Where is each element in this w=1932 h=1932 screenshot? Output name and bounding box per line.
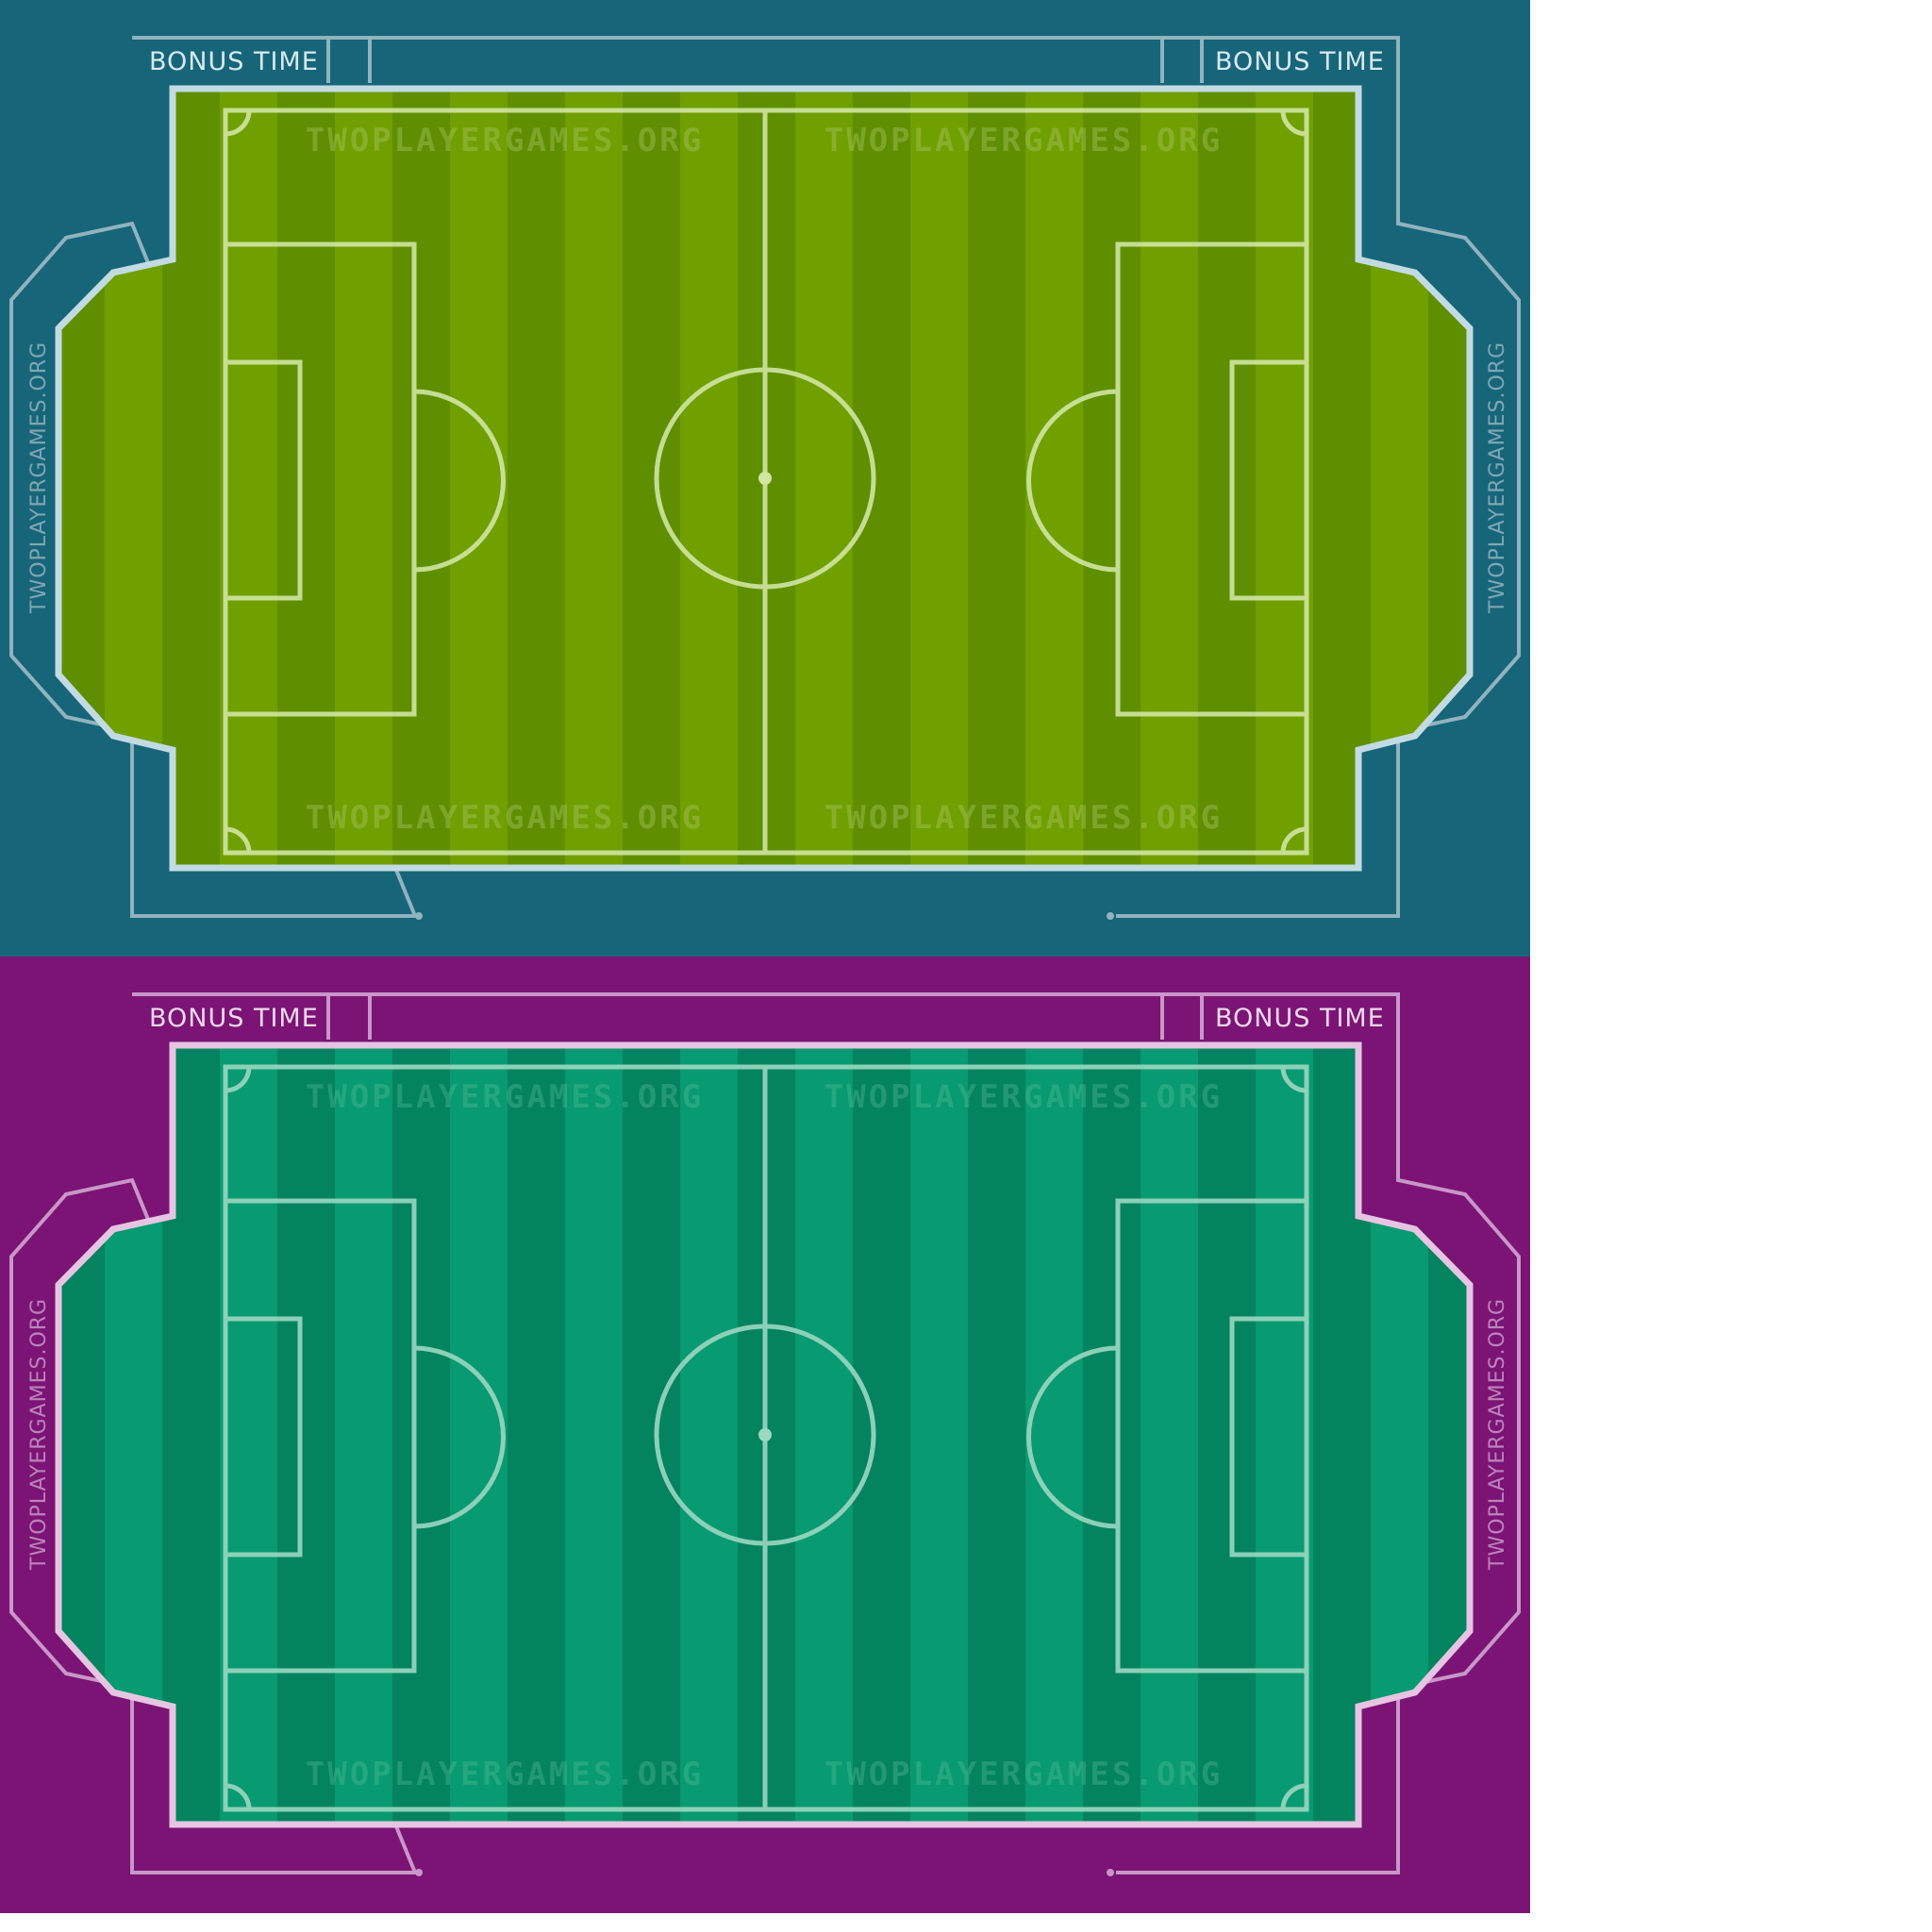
field-board-top-svg: BONUS TIME BONUS TIME TWOPLAYERGAMES.ORG… xyxy=(0,0,1530,957)
goal-area-left xyxy=(223,1316,303,1557)
frame-dot-right xyxy=(1107,912,1114,920)
turf-stripe xyxy=(1083,1045,1141,1824)
turf-stripe xyxy=(910,1045,969,1824)
turf-stripe xyxy=(450,1045,508,1824)
turf-stripe xyxy=(277,1045,336,1824)
frame-dot-left xyxy=(415,1869,423,1876)
frame-dot-right xyxy=(1107,1869,1114,1876)
field-watermark-bottom-right: TWOPLAYERGAMES.ORG xyxy=(824,1756,1223,1793)
pitch-markings xyxy=(223,108,1309,856)
turf-stripe xyxy=(392,89,451,868)
turf-stripe xyxy=(1198,89,1257,868)
center-spot xyxy=(758,472,772,485)
goal-area-left xyxy=(223,359,303,601)
turf-stripe xyxy=(1141,89,1199,868)
turf-stripe xyxy=(795,89,854,868)
bonus-time-left-label: BONUS TIME xyxy=(149,1004,319,1033)
side-watermark-right: TWOPLAYERGAMES.ORG xyxy=(1486,1298,1509,1571)
turf-stripe xyxy=(335,1045,393,1824)
field-rim xyxy=(55,1041,1474,1828)
turf-stripe xyxy=(220,89,278,868)
side-watermark-left: TWOPLAYERGAMES.ORG xyxy=(27,1298,51,1571)
penalty-arc-left xyxy=(413,1345,506,1529)
turf-stripe xyxy=(968,1045,1026,1824)
turf-stripe xyxy=(853,89,911,868)
turf-stripe xyxy=(1025,1045,1084,1824)
turf-stripe xyxy=(565,1045,624,1824)
bonus-time-right-label: BONUS TIME xyxy=(1215,47,1385,76)
turf-stripe xyxy=(680,89,739,868)
turf-stripe xyxy=(968,89,1026,868)
corner-arc-top-right xyxy=(1280,1066,1307,1093)
turf-stripe xyxy=(392,1045,451,1824)
turf-stripe xyxy=(1025,89,1084,868)
turf-stripe xyxy=(1083,89,1141,868)
turf-stripe xyxy=(910,89,969,868)
frame-dot-left xyxy=(415,912,423,920)
turf-stripe xyxy=(508,1045,566,1824)
turf-stripe xyxy=(335,89,393,868)
turf-stripe xyxy=(450,89,508,868)
outer-frame xyxy=(9,992,1521,1874)
turf-stripe xyxy=(277,89,336,868)
center-circle xyxy=(654,1324,876,1546)
center-spot xyxy=(758,1428,772,1441)
center-circle xyxy=(654,367,876,590)
turf-stripe xyxy=(220,1045,278,1824)
field-board-bottom: BONUS TIME BONUS TIME TWOPLAYERGAMES.ORG… xyxy=(0,957,1530,1913)
side-watermark-left: TWOPLAYERGAMES.ORG xyxy=(27,341,51,614)
turf-stripe xyxy=(623,89,681,868)
turf-stripe xyxy=(508,89,566,868)
turf-stripe xyxy=(1141,1045,1199,1824)
corner-arc-top-right xyxy=(1280,109,1307,137)
field-board-top: BONUS TIME BONUS TIME TWOPLAYERGAMES.ORG… xyxy=(0,0,1530,957)
goal-area-right xyxy=(1229,1316,1309,1557)
field-watermark-top-right: TWOPLAYERGAMES.ORG xyxy=(824,1078,1223,1116)
field-watermark-top-left: TWOPLAYERGAMES.ORG xyxy=(306,122,704,159)
corner-arc-top-left xyxy=(225,109,252,137)
turf-stripe xyxy=(565,89,624,868)
field-watermark-bottom-right: TWOPLAYERGAMES.ORG xyxy=(824,799,1223,837)
turf-stripe xyxy=(853,1045,911,1824)
field-watermark-top-right: TWOPLAYERGAMES.ORG xyxy=(824,122,1223,159)
turf-stripe xyxy=(1198,1045,1257,1824)
pitch-markings xyxy=(223,1064,1309,1812)
field-watermark-bottom-left: TWOPLAYERGAMES.ORG xyxy=(306,799,704,837)
field-watermark-top-left: TWOPLAYERGAMES.ORG xyxy=(306,1078,704,1116)
side-watermark-right: TWOPLAYERGAMES.ORG xyxy=(1486,341,1509,614)
turf-stripe xyxy=(680,1045,739,1824)
penalty-arc-left xyxy=(413,389,506,573)
corner-arc-bottom-right xyxy=(1280,826,1307,854)
turf-stripe xyxy=(795,1045,854,1824)
outer-frame xyxy=(9,36,1521,918)
corner-arc-bottom-left xyxy=(225,1783,252,1810)
field-watermark-bottom-left: TWOPLAYERGAMES.ORG xyxy=(306,1756,704,1793)
goal-area-right xyxy=(1229,359,1309,601)
field-rim xyxy=(55,85,1474,872)
penalty-arc-right xyxy=(1026,389,1119,573)
bonus-time-left-label: BONUS TIME xyxy=(149,47,319,76)
corner-arc-bottom-left xyxy=(225,826,252,854)
turf-stripe xyxy=(623,1045,681,1824)
bonus-time-right-label: BONUS TIME xyxy=(1215,1004,1385,1033)
corner-arc-bottom-right xyxy=(1280,1783,1307,1810)
corner-arc-top-left xyxy=(225,1066,252,1093)
field-board-bottom-svg: BONUS TIME BONUS TIME TWOPLAYERGAMES.ORG… xyxy=(0,957,1530,1913)
penalty-arc-right xyxy=(1026,1345,1119,1529)
